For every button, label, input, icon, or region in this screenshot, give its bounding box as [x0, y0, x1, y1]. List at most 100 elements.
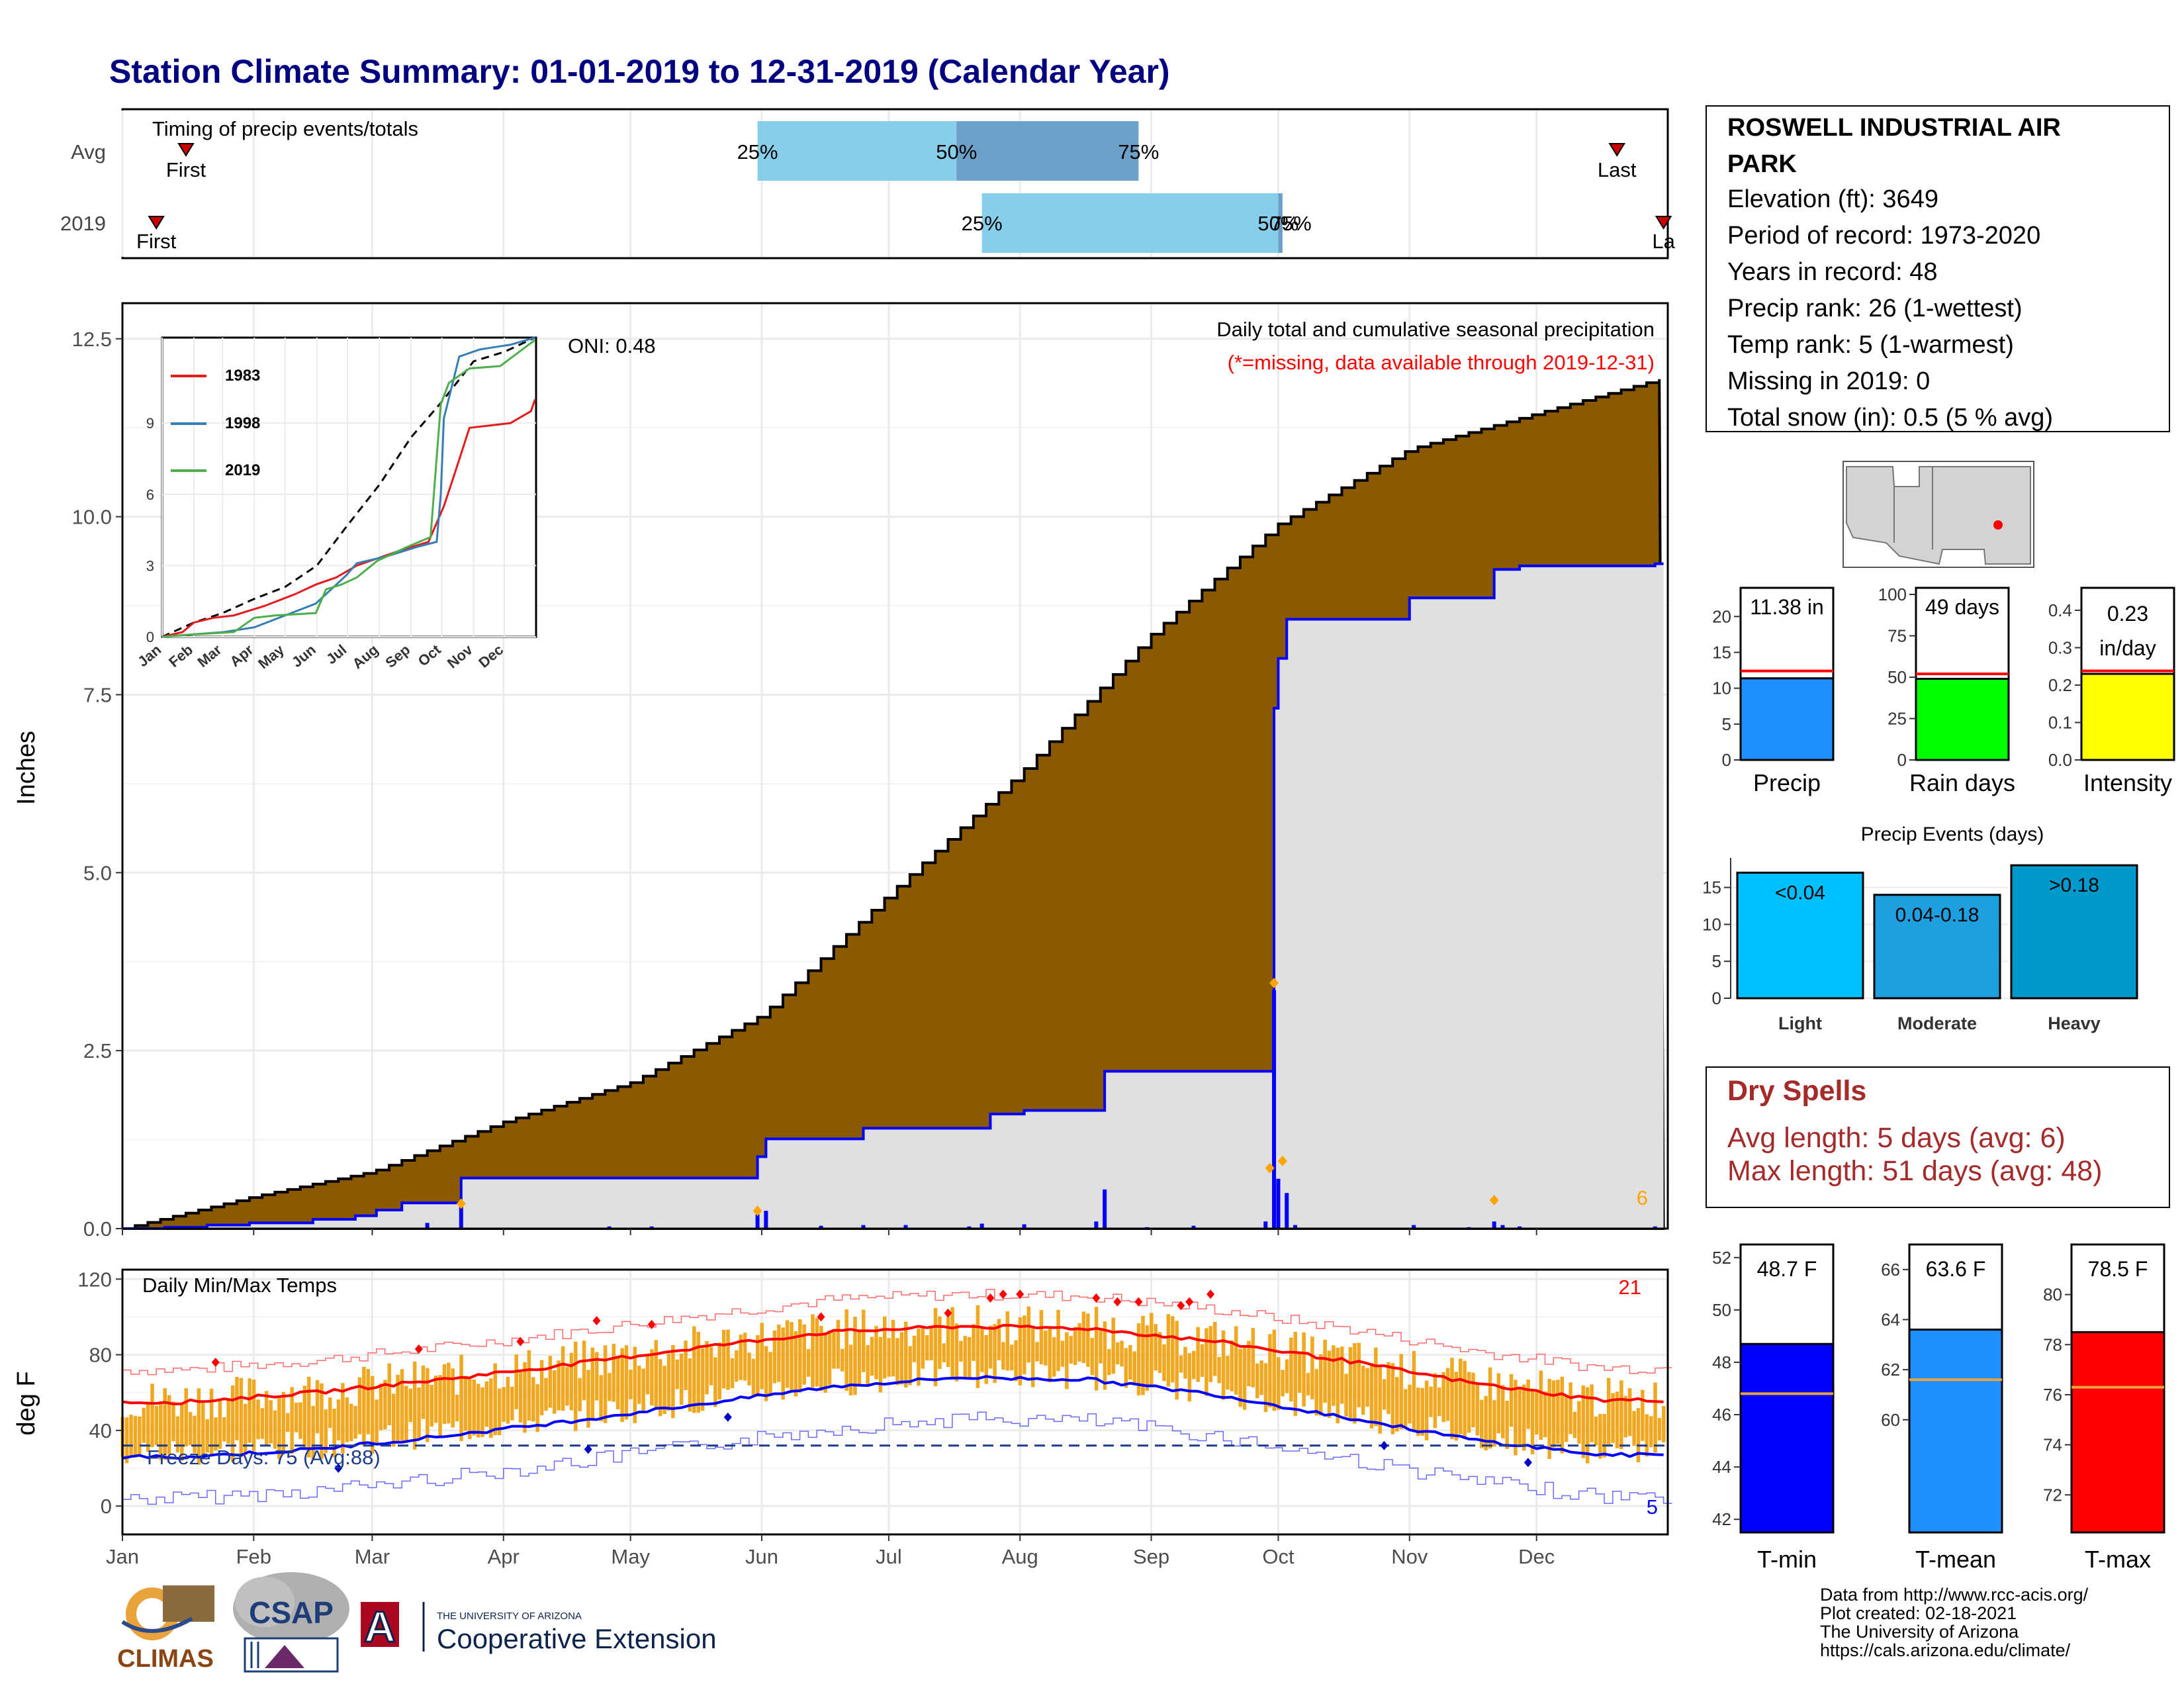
daily-temp-bar: [917, 1328, 921, 1386]
daily-temp-bar: [848, 1344, 853, 1396]
daily-temp-bar: [506, 1376, 510, 1424]
daily-temp-bar: [578, 1378, 582, 1411]
daily-temp-bar: [857, 1330, 862, 1387]
daily-temp-bar: [1205, 1328, 1208, 1396]
daily-temp-bar: [1166, 1314, 1171, 1387]
daily-temp-bar: [1484, 1395, 1488, 1451]
daily-temp-bar: [553, 1370, 557, 1414]
dry-spells-title: Dry Spells: [1727, 1075, 1866, 1107]
daily-temp-bar: [993, 1324, 997, 1383]
record-high-marker: [592, 1316, 601, 1326]
daily-temp-bar: [1179, 1355, 1183, 1373]
inset-ytick-label: 6: [146, 487, 154, 503]
daily-temp-bar: [959, 1340, 963, 1362]
daily-temp-bar: [908, 1346, 912, 1385]
timing-2019-iqr-low: [981, 193, 1279, 253]
record-high-marker: [1185, 1297, 1194, 1307]
station-location-marker: [1993, 520, 2003, 530]
csap-logo: CSAP: [233, 1572, 349, 1673]
daily-temp-bar: [1158, 1332, 1162, 1374]
daily-temp-bar: [1044, 1330, 1048, 1366]
tmin-avg-line: [122, 1375, 1664, 1460]
month-label: Feb: [236, 1545, 271, 1568]
daily-temp-bar: [476, 1383, 480, 1438]
daily-temp-bar: [891, 1319, 895, 1377]
daily-temp-bar: [1530, 1389, 1535, 1454]
daily-temp-bar: [281, 1391, 286, 1455]
daily-temp-bar: [823, 1333, 827, 1393]
daily-temp-bar: [146, 1401, 150, 1452]
daily-temp-bar: [836, 1319, 841, 1369]
daily-temp-bar: [743, 1333, 747, 1381]
daily-temp-bar: [1433, 1373, 1437, 1429]
precip-events-chart: Precip Events (days) 0 5 10 15 <0.04 Light 0.0…: [1702, 823, 2138, 1033]
daily-temp-bar: [772, 1331, 777, 1383]
daily-temp-bar: [827, 1330, 832, 1385]
credit-line: Data from http://www.rcc-acis.org/: [1820, 1585, 2089, 1605]
record-high-marker: [1092, 1293, 1101, 1303]
daily-temp-bar: [362, 1366, 366, 1446]
daily-temp-bar: [129, 1415, 133, 1458]
daily-temp-bar: [239, 1378, 244, 1458]
timing-marker-label: First: [166, 158, 206, 181]
daily-temp-bar: [747, 1352, 751, 1385]
daily-temp-bar: [1035, 1342, 1039, 1362]
temp-gauge-ytick-label: 64: [1881, 1309, 1900, 1329]
climas-text: CLIMAS: [117, 1645, 214, 1673]
temp-gauge-ytick-label: 52: [1712, 1248, 1731, 1268]
daily-temp-bar: [1268, 1334, 1272, 1407]
station-line-years: Years in record: 48: [1727, 258, 1938, 286]
daily-temp-bar: [1445, 1368, 1450, 1421]
daily-temp-bar: [954, 1323, 959, 1382]
daily-temp-bar: [514, 1354, 518, 1409]
gauge-label: Precip: [1753, 769, 1821, 796]
daily-temp-bar: [527, 1350, 531, 1421]
gauge-value-unit: in/day: [2099, 636, 2156, 660]
daily-precip-bar: [1492, 1221, 1496, 1229]
daily-temp-bar: [142, 1407, 146, 1443]
daily-temp-bar: [594, 1352, 599, 1401]
daily-temp-bar: [700, 1348, 705, 1411]
daily-temp-bar: [523, 1362, 527, 1433]
daily-temp-bar: [391, 1393, 396, 1447]
daily-temp-bar: [1653, 1382, 1657, 1453]
temp-panel: 0 40 80 120 deg F Daily Min/Max Temps Freez…: [13, 1268, 1672, 1536]
daily-temp-bar: [463, 1376, 468, 1431]
gauge-ytick-label: 25: [1888, 709, 1907, 729]
gauge-ytick-label: 0: [1722, 750, 1731, 770]
temp-gauge-ytick-label: 80: [2043, 1285, 2062, 1305]
daily-temp-bar: [671, 1344, 675, 1419]
events-ytick-label: 0: [1712, 988, 1721, 1008]
daily-temp-bar: [1518, 1387, 1522, 1445]
inset-legend-1998: 1998: [225, 414, 260, 432]
daily-temp-bar: [1154, 1324, 1158, 1371]
oni-label: ONI: 0.48: [568, 334, 656, 357]
timing-marker-label: First: [136, 230, 177, 253]
daily-temp-bar: [1416, 1387, 1420, 1436]
daily-temp-bar: [815, 1318, 819, 1387]
gauge-label: Rain days: [1909, 769, 2015, 796]
temp-gauge-ytick-label: 78: [2043, 1335, 2062, 1354]
timing-marker: [148, 216, 165, 230]
daily-temp-bar: [946, 1317, 950, 1367]
daily-temp-bar: [1340, 1346, 1344, 1404]
daily-temp-bar: [1572, 1411, 1577, 1438]
gauge-ytick-label: 10: [1712, 679, 1731, 698]
daily-temp-bar: [980, 1328, 984, 1372]
daily-temp-bar: [1327, 1350, 1332, 1418]
daily-temp-bar: [717, 1342, 722, 1400]
daily-temp-bar: [760, 1323, 764, 1389]
daily-temp-bar: [1602, 1413, 1607, 1458]
record-high-marker: [414, 1344, 423, 1354]
daily-temp-bar: [781, 1327, 785, 1400]
daily-precip-bar: [903, 1225, 908, 1229]
record-low-marker: [584, 1444, 592, 1454]
daily-temp-bar: [1289, 1337, 1293, 1402]
daily-temp-bar: [730, 1358, 735, 1389]
record-high-marker: [944, 1308, 952, 1318]
temp-gauge-ytick-label: 50: [1712, 1300, 1731, 1320]
daily-temp-bar: [1535, 1391, 1539, 1434]
daily-precip-bar: [1293, 1225, 1298, 1229]
temp-gauge-value-bar: [1739, 1342, 1835, 1534]
daily-temp-bar: [1441, 1372, 1445, 1423]
